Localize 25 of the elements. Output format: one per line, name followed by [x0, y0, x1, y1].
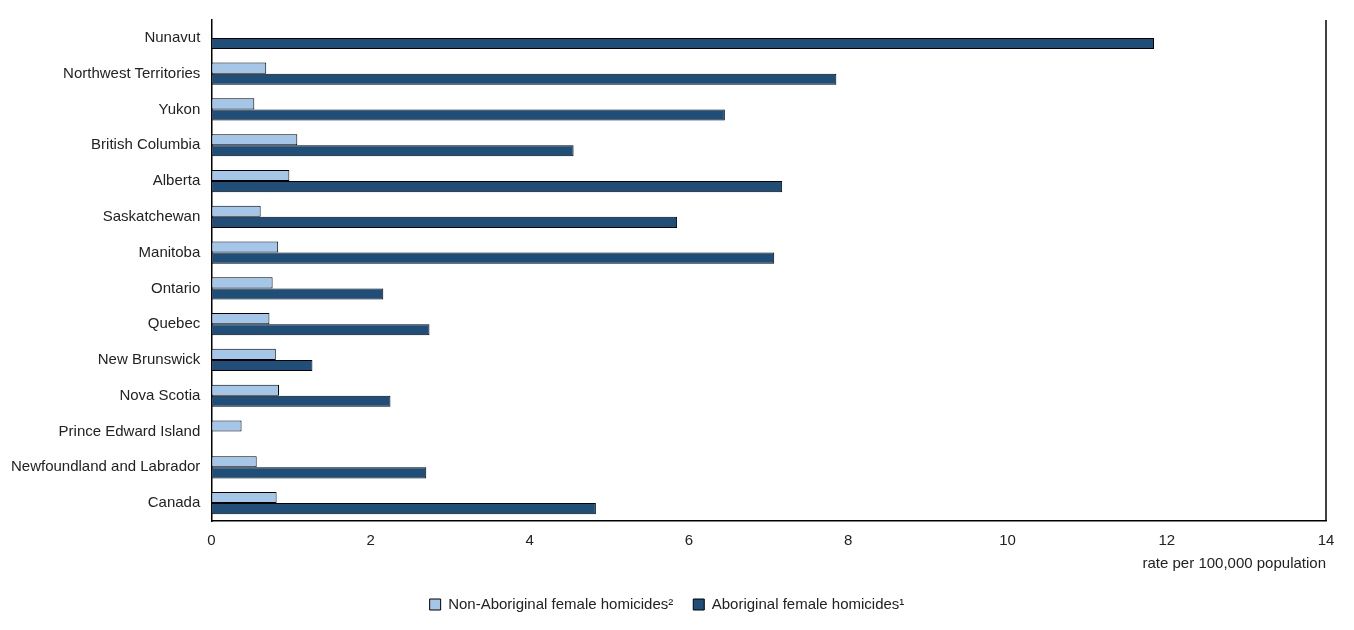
y-tick-label: Alberta — [152, 171, 201, 189]
y-tick-label: Canada — [147, 493, 201, 511]
x-tick-label: 0 — [207, 531, 216, 549]
y-tick-label: Ontario — [151, 278, 201, 296]
y-tick-label: Nunavut — [144, 28, 202, 46]
y-tick-label: Newfoundland and Labrador — [11, 457, 201, 475]
y-tick-label: Manitoba — [138, 242, 201, 260]
x-tick-label: 8 — [844, 531, 853, 549]
y-tick-label: Prince Edward Island — [58, 421, 201, 439]
x-tick-label: 4 — [525, 531, 534, 549]
y-tick-label: Quebec — [147, 314, 201, 332]
legend-label: Non-Aboriginal female homicides² — [448, 594, 674, 612]
y-tick-label: British Columbia — [91, 135, 201, 153]
x-tick-label: 10 — [999, 531, 1016, 549]
x-tick-label: 14 — [1317, 531, 1335, 549]
x-tick-label: 6 — [684, 531, 694, 549]
x-tick-label: 2 — [366, 531, 375, 549]
y-tick-label: Yukon — [158, 99, 201, 117]
y-tick-label: Saskatchewan — [102, 206, 201, 224]
y-tick-label: Nova Scotia — [119, 385, 201, 403]
y-tick-label: Northwest Territories — [63, 63, 201, 81]
x-axis-title: rate per 100,000 population — [1142, 554, 1326, 572]
y-tick-label: New Brunswick — [97, 350, 201, 368]
x-tick-label: 12 — [1158, 531, 1176, 549]
legend-label: Aboriginal female homicides¹ — [711, 594, 905, 612]
